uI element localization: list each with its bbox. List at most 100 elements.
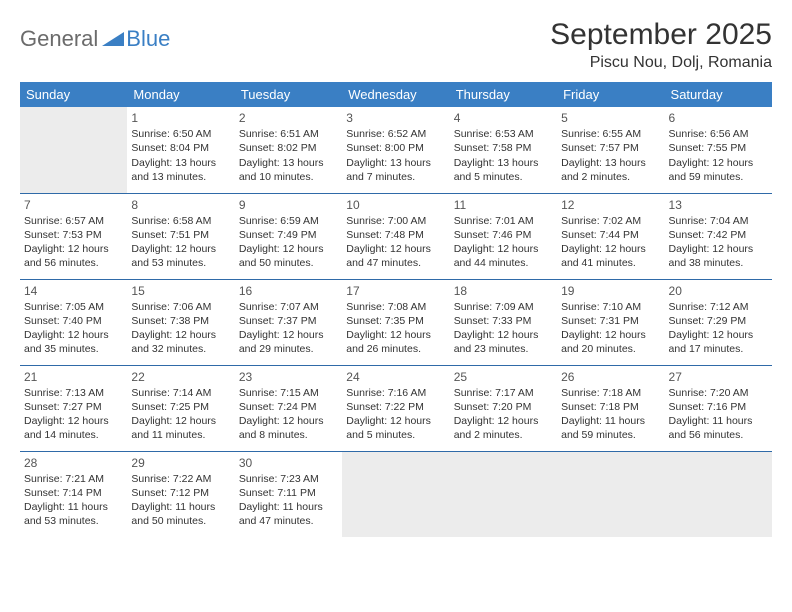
day-number: 16 <box>239 283 338 299</box>
daylight-line: and 35 minutes. <box>24 342 123 356</box>
calendar-day-cell: 20Sunrise: 7:12 AMSunset: 7:29 PMDayligh… <box>665 279 772 365</box>
sunrise-line: Sunrise: 6:55 AM <box>561 127 660 141</box>
day-number: 12 <box>561 197 660 213</box>
sunrise-line: Sunrise: 6:59 AM <box>239 214 338 228</box>
calendar-empty-cell <box>665 451 772 537</box>
calendar-day-cell: 22Sunrise: 7:14 AMSunset: 7:25 PMDayligh… <box>127 365 234 451</box>
daylight-line: and 7 minutes. <box>346 170 445 184</box>
daylight-line: and 59 minutes. <box>561 428 660 442</box>
daylight-line: Daylight: 13 hours <box>454 156 553 170</box>
calendar-day-cell: 3Sunrise: 6:52 AMSunset: 8:00 PMDaylight… <box>342 107 449 193</box>
sunrise-line: Sunrise: 7:12 AM <box>669 300 768 314</box>
day-number: 29 <box>131 455 230 471</box>
calendar-day-cell: 14Sunrise: 7:05 AMSunset: 7:40 PMDayligh… <box>20 279 127 365</box>
day-number: 7 <box>24 197 123 213</box>
daylight-line: Daylight: 12 hours <box>346 414 445 428</box>
calendar-day-cell: 1Sunrise: 6:50 AMSunset: 8:04 PMDaylight… <box>127 107 234 193</box>
daylight-line: Daylight: 11 hours <box>239 500 338 514</box>
calendar-day-cell: 11Sunrise: 7:01 AMSunset: 7:46 PMDayligh… <box>450 193 557 279</box>
calendar-table: SundayMondayTuesdayWednesdayThursdayFrid… <box>20 82 772 537</box>
logo: General Blue <box>20 18 170 52</box>
calendar-day-cell: 26Sunrise: 7:18 AMSunset: 7:18 PMDayligh… <box>557 365 664 451</box>
day-number: 4 <box>454 110 553 126</box>
daylight-line: and 32 minutes. <box>131 342 230 356</box>
sunrise-line: Sunrise: 6:52 AM <box>346 127 445 141</box>
calendar-page: General Blue September 2025 Piscu Nou, D… <box>0 0 792 547</box>
daylight-line: Daylight: 11 hours <box>561 414 660 428</box>
sunset-line: Sunset: 7:55 PM <box>669 141 768 155</box>
calendar-day-cell: 15Sunrise: 7:06 AMSunset: 7:38 PMDayligh… <box>127 279 234 365</box>
day-number: 1 <box>131 110 230 126</box>
calendar-body: 1Sunrise: 6:50 AMSunset: 8:04 PM Daylight… <box>20 107 772 537</box>
calendar-week-row: 28Sunrise: 7:21 AMSunset: 7:14 PMDayligh… <box>20 451 772 537</box>
sunset-line: Sunset: 7:58 PM <box>454 141 553 155</box>
day-number: 13 <box>669 197 768 213</box>
daylight-line: and 53 minutes. <box>24 514 123 528</box>
daylight-line: and 44 minutes. <box>454 256 553 270</box>
daylight-line: Daylight: 11 hours <box>24 500 123 514</box>
sunset-line: Sunset: 7:24 PM <box>239 400 338 414</box>
daylight-line: Daylight: 13 hours <box>346 156 445 170</box>
day-number: 21 <box>24 369 123 385</box>
sunset-line: Sunset: 7:42 PM <box>669 228 768 242</box>
day-number: 26 <box>561 369 660 385</box>
sunset-line: Sunset: 8:04 PM <box>131 141 230 155</box>
sunset-line: Sunset: 7:14 PM <box>24 486 123 500</box>
day-number: 6 <box>669 110 768 126</box>
daylight-line: Daylight: 12 hours <box>239 414 338 428</box>
logo-text-blue: Blue <box>126 26 170 52</box>
sunset-line: Sunset: 7:16 PM <box>669 400 768 414</box>
day-number: 9 <box>239 197 338 213</box>
sunset-line: Sunset: 7:27 PM <box>24 400 123 414</box>
daylight-line: and 2 minutes. <box>561 170 660 184</box>
daylight-line: and 26 minutes. <box>346 342 445 356</box>
sunset-line: Sunset: 7:49 PM <box>239 228 338 242</box>
calendar-day-cell: 19Sunrise: 7:10 AMSunset: 7:31 PMDayligh… <box>557 279 664 365</box>
calendar-week-row: 7Sunrise: 6:57 AMSunset: 7:53 PMDaylight… <box>20 193 772 279</box>
day-header: Monday <box>127 82 234 107</box>
day-number: 3 <box>346 110 445 126</box>
daylight-line: Daylight: 12 hours <box>24 242 123 256</box>
sunset-line: Sunset: 7:20 PM <box>454 400 553 414</box>
daylight-line: Daylight: 12 hours <box>131 414 230 428</box>
daylight-line: Daylight: 11 hours <box>669 414 768 428</box>
day-number: 27 <box>669 369 768 385</box>
calendar-day-cell: 24Sunrise: 7:16 AMSunset: 7:22 PMDayligh… <box>342 365 449 451</box>
sunrise-line: Sunrise: 7:21 AM <box>24 472 123 486</box>
daylight-line: Daylight: 12 hours <box>239 242 338 256</box>
day-number: 8 <box>131 197 230 213</box>
day-number: 25 <box>454 369 553 385</box>
sunrise-line: Sunrise: 7:17 AM <box>454 386 553 400</box>
sunrise-line: Sunrise: 6:50 AM <box>131 127 230 141</box>
day-number: 2 <box>239 110 338 126</box>
calendar-day-cell: 5Sunrise: 6:55 AMSunset: 7:57 PMDaylight… <box>557 107 664 193</box>
daylight-line: and 5 minutes. <box>346 428 445 442</box>
calendar-day-cell: 25Sunrise: 7:17 AMSunset: 7:20 PMDayligh… <box>450 365 557 451</box>
daylight-line: and 47 minutes. <box>239 514 338 528</box>
daylight-line: Daylight: 12 hours <box>669 242 768 256</box>
sunset-line: Sunset: 7:12 PM <box>131 486 230 500</box>
calendar-empty-cell <box>342 451 449 537</box>
daylight-line: Daylight: 12 hours <box>131 242 230 256</box>
daylight-line: Daylight: 13 hours <box>561 156 660 170</box>
daylight-line: Daylight: 12 hours <box>669 156 768 170</box>
sunrise-line: Sunrise: 7:18 AM <box>561 386 660 400</box>
sunset-line: Sunset: 7:57 PM <box>561 141 660 155</box>
sunset-line: Sunset: 7:18 PM <box>561 400 660 414</box>
day-number: 14 <box>24 283 123 299</box>
daylight-line: and 50 minutes. <box>239 256 338 270</box>
calendar-day-cell: 10Sunrise: 7:00 AMSunset: 7:48 PMDayligh… <box>342 193 449 279</box>
daylight-line: and 56 minutes. <box>24 256 123 270</box>
day-number: 30 <box>239 455 338 471</box>
sunset-line: Sunset: 8:00 PM <box>346 141 445 155</box>
page-header: General Blue September 2025 Piscu Nou, D… <box>20 18 772 72</box>
sunset-line: Sunset: 7:29 PM <box>669 314 768 328</box>
day-number: 18 <box>454 283 553 299</box>
daylight-line: and 47 minutes. <box>346 256 445 270</box>
day-number: 19 <box>561 283 660 299</box>
daylight-line: and 8 minutes. <box>239 428 338 442</box>
daylight-line: Daylight: 12 hours <box>454 414 553 428</box>
sunset-line: Sunset: 7:44 PM <box>561 228 660 242</box>
calendar-day-cell: 4Sunrise: 6:53 AMSunset: 7:58 PMDaylight… <box>450 107 557 193</box>
sunrise-line: Sunrise: 7:08 AM <box>346 300 445 314</box>
